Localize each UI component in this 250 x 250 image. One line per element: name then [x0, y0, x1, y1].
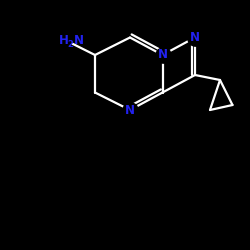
Text: 2: 2 [68, 40, 74, 49]
Text: H: H [59, 34, 69, 46]
Text: N: N [125, 104, 135, 117]
Text: N: N [74, 34, 84, 46]
Text: N: N [190, 31, 200, 44]
Text: N: N [158, 48, 168, 62]
